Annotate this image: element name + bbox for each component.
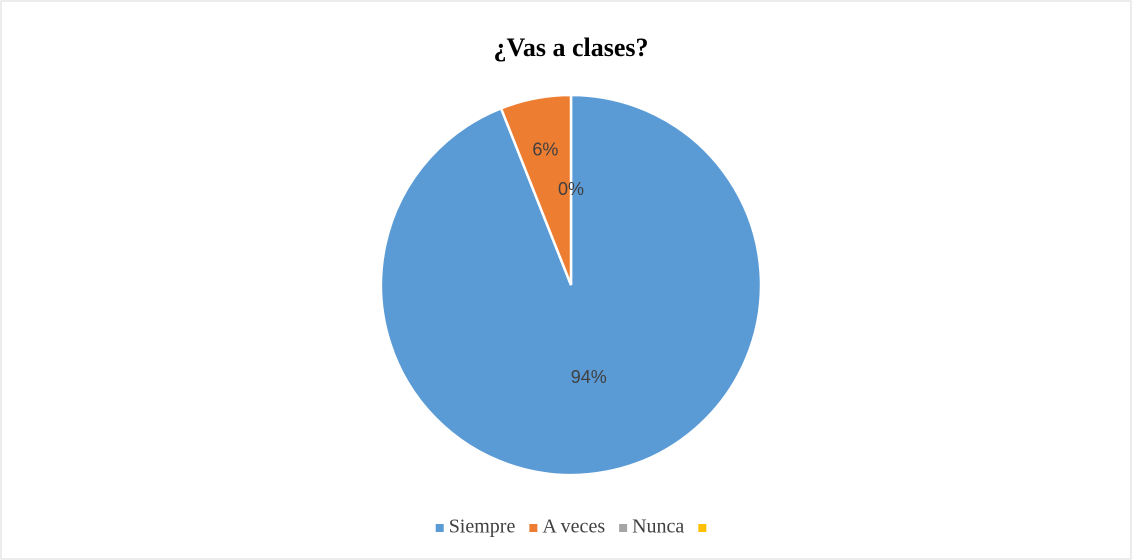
legend-label: Siempre bbox=[449, 516, 516, 538]
legend-swatch bbox=[619, 524, 628, 532]
legend-label: Nunca bbox=[632, 516, 684, 538]
legend-swatch bbox=[698, 524, 707, 532]
data-label: 6% bbox=[532, 139, 558, 159]
legend-label: A veces bbox=[542, 516, 605, 538]
chart-title: ¿Vas a clases? bbox=[493, 33, 648, 62]
legend: Siempre A veces Nunca bbox=[435, 516, 707, 538]
legend-swatch bbox=[529, 524, 538, 532]
pie-slice bbox=[499, 93, 573, 286]
legend-swatch bbox=[435, 524, 444, 532]
data-label: 0% bbox=[558, 179, 584, 199]
data-label: 94% bbox=[571, 367, 607, 387]
